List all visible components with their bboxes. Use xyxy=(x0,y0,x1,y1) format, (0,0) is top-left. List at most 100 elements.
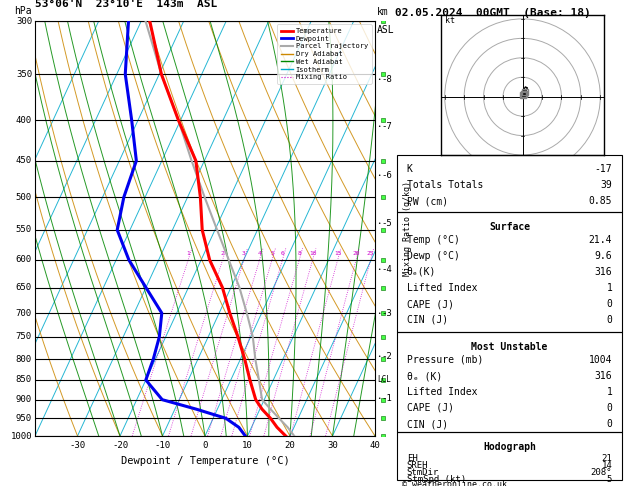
Text: Dewp (°C): Dewp (°C) xyxy=(407,251,460,261)
Text: θₑ(K): θₑ(K) xyxy=(407,267,436,277)
Text: 25: 25 xyxy=(367,251,374,256)
Text: 0: 0 xyxy=(203,441,208,450)
Text: Temp (°C): Temp (°C) xyxy=(407,235,460,245)
Text: 21: 21 xyxy=(601,454,612,463)
Text: •: • xyxy=(377,124,381,129)
Text: -10: -10 xyxy=(155,441,170,450)
Text: 350: 350 xyxy=(16,69,32,79)
Text: •: • xyxy=(377,397,381,401)
Text: CAPE (J): CAPE (J) xyxy=(407,403,454,413)
Text: 700: 700 xyxy=(16,309,32,317)
Text: -8: -8 xyxy=(381,75,392,85)
Text: SREH: SREH xyxy=(407,461,428,470)
Text: 400: 400 xyxy=(16,116,32,125)
Text: 10: 10 xyxy=(242,441,253,450)
Text: 0: 0 xyxy=(606,315,612,325)
Text: -20: -20 xyxy=(112,441,128,450)
Text: CAPE (J): CAPE (J) xyxy=(407,299,454,309)
Text: 39: 39 xyxy=(601,180,612,190)
Text: 9.6: 9.6 xyxy=(594,251,612,261)
Text: 800: 800 xyxy=(16,355,32,364)
Text: Mixing Ratio (g/kg): Mixing Ratio (g/kg) xyxy=(403,181,411,276)
Text: 6: 6 xyxy=(281,251,284,256)
Text: •: • xyxy=(377,354,381,360)
Text: 1: 1 xyxy=(186,251,190,256)
Text: 550: 550 xyxy=(16,226,32,234)
Text: CIN (J): CIN (J) xyxy=(407,419,448,429)
Text: •: • xyxy=(377,221,381,226)
Text: 53°06'N  23°10'E  143m  ASL: 53°06'N 23°10'E 143m ASL xyxy=(35,0,217,9)
Text: Totals Totals: Totals Totals xyxy=(407,180,483,190)
Text: 316: 316 xyxy=(594,267,612,277)
Text: 600: 600 xyxy=(16,256,32,264)
Text: 0: 0 xyxy=(606,419,612,429)
Text: 10: 10 xyxy=(309,251,316,256)
Text: km: km xyxy=(377,7,389,17)
Text: 0: 0 xyxy=(606,403,612,413)
Text: Lifted Index: Lifted Index xyxy=(407,387,477,397)
Text: 1000: 1000 xyxy=(11,432,32,440)
Text: hPa: hPa xyxy=(14,6,32,16)
Text: -4: -4 xyxy=(381,265,392,274)
Text: 40: 40 xyxy=(370,441,381,450)
Text: 316: 316 xyxy=(594,371,612,381)
Text: 750: 750 xyxy=(16,332,32,341)
Text: 0.85: 0.85 xyxy=(589,196,612,206)
Text: 20: 20 xyxy=(352,251,360,256)
Text: K: K xyxy=(407,164,413,174)
Text: 0: 0 xyxy=(606,299,612,309)
Text: 14: 14 xyxy=(601,461,612,470)
Text: kt: kt xyxy=(445,16,455,25)
Text: -2: -2 xyxy=(381,352,392,362)
Text: CIN (J): CIN (J) xyxy=(407,315,448,325)
Text: 300: 300 xyxy=(16,17,32,25)
Text: 950: 950 xyxy=(16,414,32,423)
Text: StmSpd (kt): StmSpd (kt) xyxy=(407,475,466,484)
Text: -7: -7 xyxy=(381,122,392,132)
Legend: Temperature, Dewpoint, Parcel Trajectory, Dry Adiabat, Wet Adiabat, Isotherm, Mi: Temperature, Dewpoint, Parcel Trajectory… xyxy=(277,24,372,84)
Text: 8: 8 xyxy=(298,251,301,256)
Text: -17: -17 xyxy=(594,164,612,174)
Text: Lifted Index: Lifted Index xyxy=(407,283,477,293)
Text: -1: -1 xyxy=(381,395,392,403)
Text: 900: 900 xyxy=(16,395,32,404)
Text: LCL: LCL xyxy=(377,375,391,383)
Text: θₑ (K): θₑ (K) xyxy=(407,371,442,381)
Text: -6: -6 xyxy=(381,171,392,180)
Text: 1: 1 xyxy=(606,283,612,293)
Text: 5: 5 xyxy=(270,251,274,256)
Text: Pressure (mb): Pressure (mb) xyxy=(407,355,483,365)
Text: 21.4: 21.4 xyxy=(589,235,612,245)
Text: -3: -3 xyxy=(381,309,392,317)
Text: 30: 30 xyxy=(327,441,338,450)
Text: Most Unstable: Most Unstable xyxy=(471,342,548,352)
Text: 650: 650 xyxy=(16,283,32,292)
Text: Surface: Surface xyxy=(489,222,530,232)
Text: 2: 2 xyxy=(221,251,225,256)
Text: -30: -30 xyxy=(69,441,86,450)
Text: •: • xyxy=(377,267,381,272)
Text: 5: 5 xyxy=(607,475,612,484)
Text: -5: -5 xyxy=(381,219,392,228)
Text: 4: 4 xyxy=(258,251,262,256)
Text: •: • xyxy=(377,77,381,83)
Text: ASL: ASL xyxy=(377,25,394,35)
Text: 500: 500 xyxy=(16,192,32,202)
Text: 850: 850 xyxy=(16,376,32,384)
Text: 20: 20 xyxy=(285,441,296,450)
Text: 1: 1 xyxy=(606,387,612,397)
Text: •: • xyxy=(377,173,381,178)
Text: EH: EH xyxy=(407,454,418,463)
Text: 02.05.2024  00GMT  (Base: 18): 02.05.2024 00GMT (Base: 18) xyxy=(395,8,591,18)
Text: 1004: 1004 xyxy=(589,355,612,365)
Text: PW (cm): PW (cm) xyxy=(407,196,448,206)
Text: Hodograph: Hodograph xyxy=(483,442,536,452)
Text: 208°: 208° xyxy=(591,468,612,477)
Text: StmDir: StmDir xyxy=(407,468,439,477)
Text: 15: 15 xyxy=(334,251,342,256)
Text: 3: 3 xyxy=(242,251,246,256)
Text: 450: 450 xyxy=(16,156,32,165)
Text: •: • xyxy=(377,311,381,315)
Text: © weatheronline.co.uk: © weatheronline.co.uk xyxy=(402,480,507,486)
Text: Dewpoint / Temperature (°C): Dewpoint / Temperature (°C) xyxy=(121,456,289,466)
